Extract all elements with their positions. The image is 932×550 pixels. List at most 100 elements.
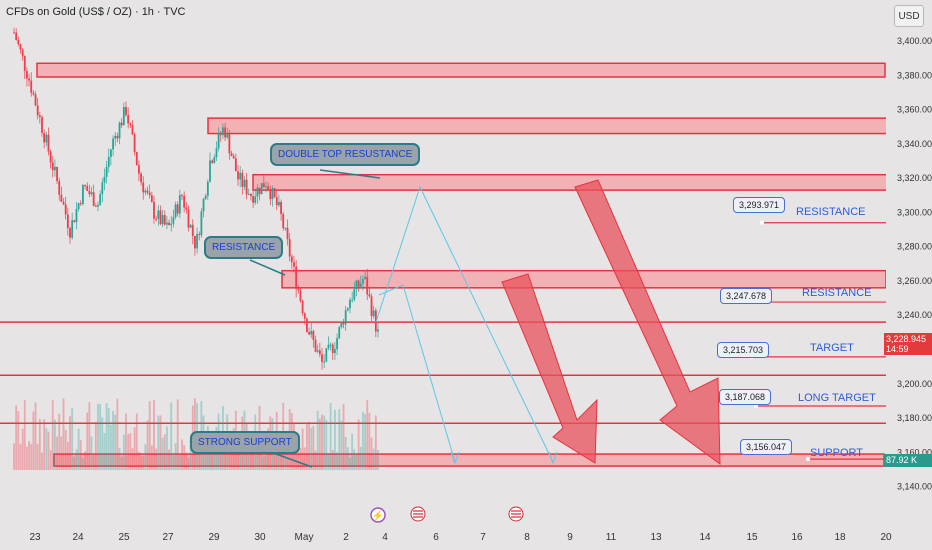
candle-body xyxy=(157,210,160,219)
volume-bar xyxy=(306,422,308,470)
time-tick-label: May xyxy=(295,532,314,543)
volume-bar xyxy=(127,434,130,470)
volume-bar xyxy=(13,443,15,470)
candle-body xyxy=(178,195,181,214)
volume-bar xyxy=(351,433,354,470)
volume-bar xyxy=(75,449,78,470)
candle-body xyxy=(258,187,261,195)
price-tick-label: 3,240.000 xyxy=(897,310,932,320)
volume-bar xyxy=(299,448,302,470)
candle-body xyxy=(153,201,155,219)
candle-body xyxy=(252,195,254,203)
volume-bar xyxy=(219,442,222,470)
volume-bar xyxy=(178,454,181,470)
volume-bar xyxy=(301,428,304,470)
candle-body xyxy=(73,220,76,223)
candle-body xyxy=(122,106,125,126)
volume-bar xyxy=(34,402,37,470)
zone-4 xyxy=(281,269,887,289)
volume-bar xyxy=(284,439,287,470)
candle-body xyxy=(38,115,41,118)
candle-body xyxy=(41,117,43,133)
volume-bar xyxy=(224,444,226,470)
candle-body xyxy=(138,165,140,174)
candle-body xyxy=(245,179,248,195)
time-tick-label: 4 xyxy=(382,532,388,543)
volume-bar xyxy=(66,442,69,470)
volume-bar xyxy=(15,405,18,470)
candle-body xyxy=(191,224,194,236)
volume-bar xyxy=(23,399,26,470)
volume-bar xyxy=(174,443,177,470)
volume-bar xyxy=(71,408,74,470)
candle-body xyxy=(226,133,229,138)
level-label-3: TARGET xyxy=(810,342,854,354)
volume-bar xyxy=(62,398,65,470)
volume-bar xyxy=(310,427,313,470)
volume-bar xyxy=(312,426,315,470)
volume-bar xyxy=(297,449,300,470)
level-value-3: 3,215.703 xyxy=(717,342,770,358)
time-tick-label: 14 xyxy=(699,532,711,543)
candle-body xyxy=(372,310,375,317)
callout-connector-2 xyxy=(249,259,286,276)
candle-body xyxy=(92,192,95,206)
volume-bar xyxy=(125,413,127,470)
lightning-icon xyxy=(370,507,386,523)
volume-bar xyxy=(88,402,91,470)
candle-body xyxy=(189,224,192,228)
candle-body xyxy=(211,160,214,163)
candle-body xyxy=(47,134,50,152)
volume-bar xyxy=(36,443,39,470)
callout-double-top: DOUBLE TOP RESUSTANCE xyxy=(270,143,421,166)
volume-bar xyxy=(316,410,319,470)
volume-bar xyxy=(340,420,343,470)
volume-bar xyxy=(38,418,41,470)
volume-bar xyxy=(82,457,84,470)
candle-body xyxy=(234,158,237,172)
candle-body xyxy=(185,207,188,210)
volume-bar xyxy=(374,415,377,470)
volume-bar xyxy=(32,411,35,470)
event-icons: ⚡ xyxy=(370,506,524,523)
candle-body xyxy=(219,133,222,136)
volume-bar xyxy=(278,447,280,470)
volume-bar xyxy=(41,452,43,470)
time-tick-label: 24 xyxy=(72,532,84,543)
volume-bar xyxy=(308,421,310,470)
candle-body xyxy=(54,166,56,171)
candle-body xyxy=(144,190,147,193)
candle-body xyxy=(155,218,158,220)
candle-body xyxy=(19,44,22,50)
candle-body xyxy=(228,133,231,154)
volume-bar xyxy=(17,411,20,470)
candle-body xyxy=(168,222,170,226)
volume-bar xyxy=(228,453,231,470)
candle-body xyxy=(273,188,276,198)
time-tick-label: 27 xyxy=(162,532,174,543)
candle-body xyxy=(170,223,173,226)
time-tick-label: 25 xyxy=(118,532,130,543)
candle-body xyxy=(295,266,298,289)
candle-body xyxy=(133,134,136,153)
volume-bar xyxy=(172,452,175,470)
candle-body xyxy=(340,321,343,328)
candle-body xyxy=(284,227,287,229)
candle-body xyxy=(323,361,326,363)
candle-body xyxy=(204,195,207,199)
volume-bar xyxy=(187,457,190,470)
countdown: 14:59 xyxy=(886,344,909,354)
candle-body xyxy=(241,172,244,187)
candle-body xyxy=(209,160,211,182)
candle-body xyxy=(351,299,354,301)
candle-body xyxy=(183,195,186,208)
volume-bar xyxy=(101,417,104,470)
candle-body xyxy=(250,193,252,196)
volume-bar xyxy=(338,409,341,470)
price-tick-label: 3,140.000 xyxy=(897,482,932,492)
time-tick-label: 2 xyxy=(343,532,349,543)
candle-body xyxy=(97,204,99,207)
price-tick-label: 3,200.000 xyxy=(897,379,932,389)
currency-button[interactable]: USD xyxy=(894,5,924,27)
candle-body xyxy=(148,192,151,196)
